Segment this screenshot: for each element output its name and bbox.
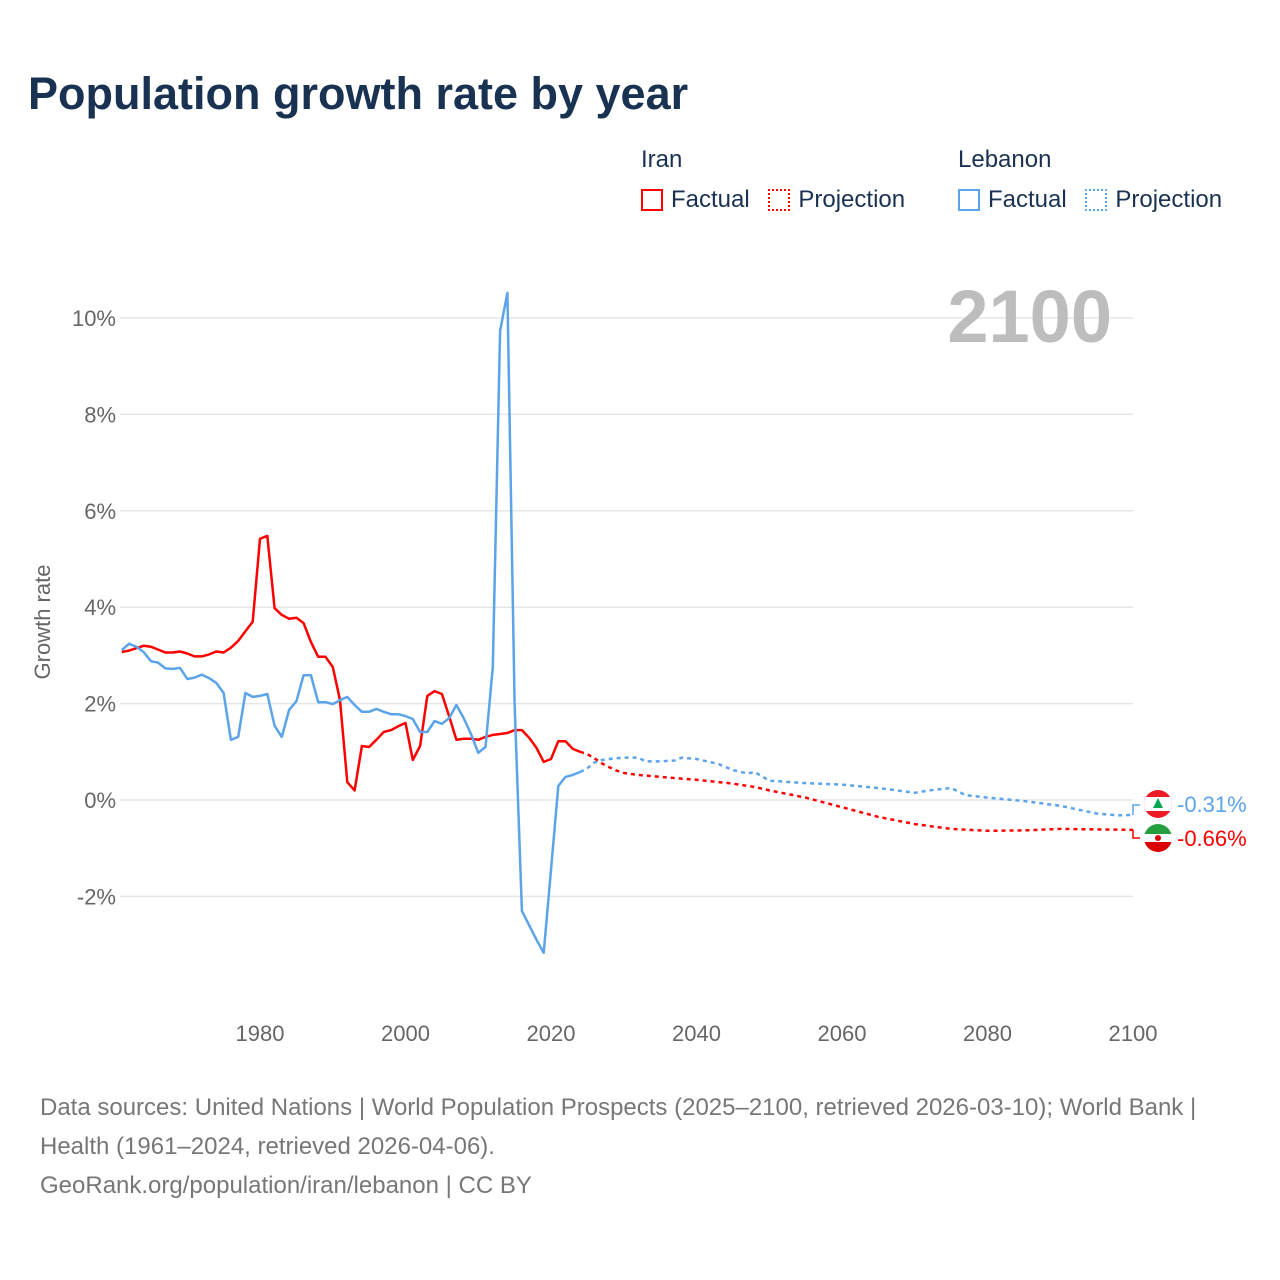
iran-end-value: -0.66% (1177, 826, 1247, 851)
data-sources: Data sources: United Nations | World Pop… (40, 1094, 1197, 1160)
iran-flag-icon (1144, 824, 1172, 852)
chart-title: Population growth rate by year (28, 68, 689, 119)
iran-factual-line (121, 534, 581, 792)
y-tick-label: 0% (84, 788, 116, 813)
legend-group-name: Iran (641, 146, 683, 173)
legend-iran: Iran Factual Projection (641, 146, 917, 218)
x-tick-label: 2040 (672, 1021, 721, 1046)
gridlines (120, 317, 1133, 898)
x-tick-label: 2080 (963, 1021, 1012, 1046)
y-tick-label: 2% (84, 692, 116, 717)
credit-link[interactable]: GeoRank.org/population/iran/lebanon | CC… (40, 1172, 532, 1199)
legend-lebanon-projection[interactable]: Projection (1085, 186, 1222, 214)
y-tick-label: 4% (84, 595, 116, 620)
y-tick-label: 10% (72, 306, 116, 331)
iran-end-connector (1132, 829, 1140, 839)
legend-label: Projection (798, 186, 906, 213)
current-year-label: 2100 (947, 275, 1112, 358)
series-lines (120, 291, 1134, 955)
y-tick-label: 6% (84, 499, 116, 524)
legend-iran-projection[interactable]: Projection (768, 186, 905, 214)
x-tick-label: 2100 (1109, 1021, 1158, 1046)
lebanon-flag-icon (1144, 790, 1172, 818)
y-tick-label: -2% (77, 884, 116, 909)
legend-label: Projection (1115, 186, 1223, 213)
x-tick-label: 2020 (527, 1021, 576, 1046)
lebanon-end-value: -0.31% (1177, 792, 1247, 817)
end-labels: -0.31% -0.66% (1132, 790, 1247, 852)
y-axis-label: Growth rate (30, 565, 55, 680)
y-tick-label: 8% (84, 402, 116, 427)
chart-plot: -2% 0% 2% 4% 6% 8% 10% 1980 2000 2020 2040 2060 208… (30, 275, 1247, 1046)
dotted-swatch-icon (768, 189, 791, 211)
legend-group-name: Lebanon (958, 146, 1052, 173)
lebanon-factual-line (120, 291, 581, 955)
legend-label: Factual (671, 186, 750, 213)
lebanon-end-connector (1132, 804, 1140, 815)
legend-label: Factual (988, 186, 1067, 213)
x-tick-label: 2060 (818, 1021, 867, 1046)
x-tick-label: 1980 (236, 1021, 285, 1046)
solid-swatch-icon (958, 189, 980, 211)
legend-lebanon: Lebanon Factual Projection (958, 146, 1234, 218)
iran-projection-line (579, 750, 1134, 833)
dotted-swatch-icon (1085, 189, 1108, 211)
x-tick-label: 2000 (381, 1021, 430, 1046)
solid-swatch-icon (641, 189, 663, 211)
footer: Data sources: United Nations | World Pop… (40, 1088, 1240, 1205)
legend-lebanon-factual[interactable]: Factual (958, 186, 1067, 214)
legend-iran-factual[interactable]: Factual (641, 186, 750, 214)
lebanon-projection-line (579, 756, 1134, 817)
x-axis-ticks: 1980 2000 2020 2040 2060 2080 2100 (236, 1021, 1158, 1046)
y-axis-ticks: -2% 0% 2% 4% 6% 8% 10% (72, 306, 116, 909)
